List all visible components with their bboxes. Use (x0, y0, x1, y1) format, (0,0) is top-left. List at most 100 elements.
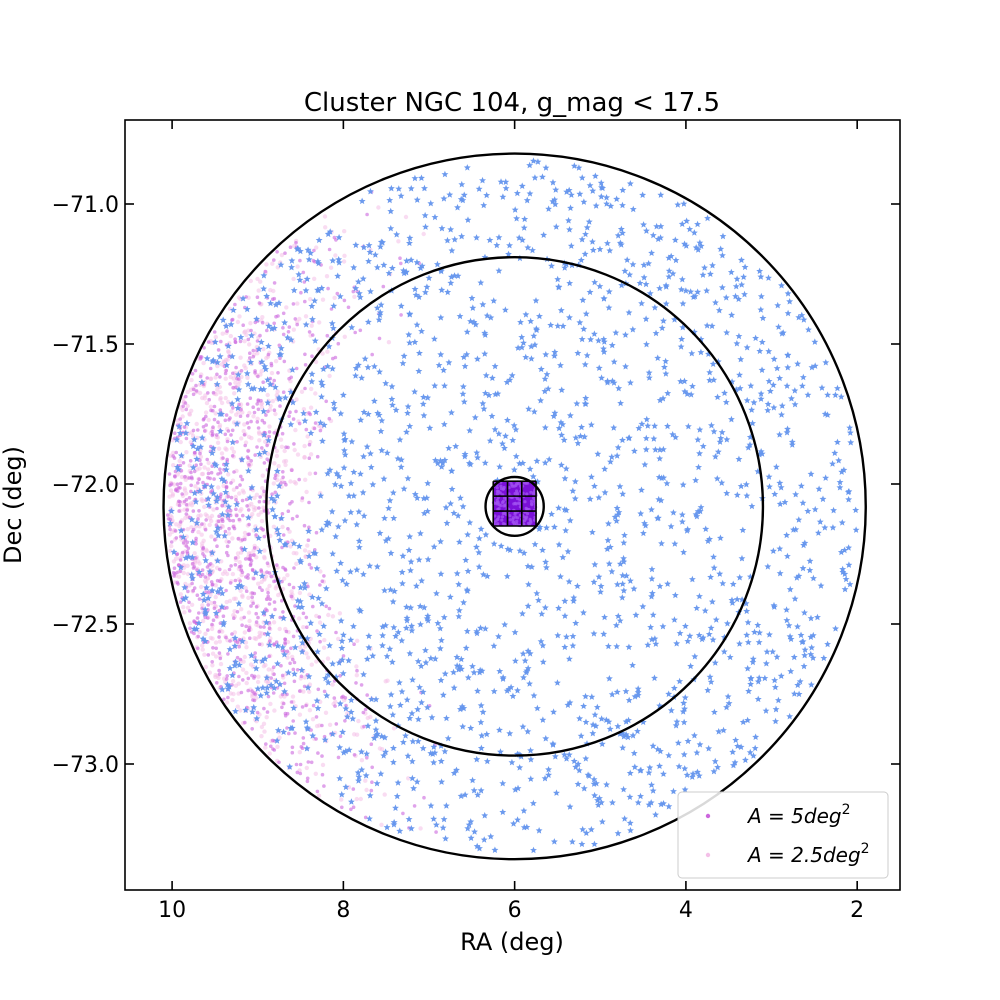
data-point (262, 625, 266, 629)
data-point (407, 604, 415, 611)
data-point (366, 792, 374, 799)
data-point (228, 400, 236, 407)
data-point (342, 334, 347, 339)
data-point (357, 416, 365, 423)
data-point (657, 747, 664, 755)
data-point (511, 628, 519, 636)
data-point (289, 366, 296, 373)
data-point (239, 607, 244, 612)
data-point (243, 640, 249, 645)
data-point (369, 481, 377, 488)
data-point (202, 556, 210, 564)
data-point (222, 466, 230, 473)
data-point (209, 408, 213, 413)
data-point (185, 508, 189, 512)
data-point (314, 704, 322, 712)
data-point (765, 473, 773, 480)
data-point (499, 674, 507, 681)
data-point (482, 371, 490, 379)
data-point (221, 532, 229, 539)
data-point (224, 368, 228, 373)
data-point (791, 400, 799, 408)
data-point (177, 509, 181, 513)
data-point (195, 619, 203, 627)
data-point (616, 617, 624, 624)
data-point (265, 392, 270, 398)
data-point (364, 722, 372, 729)
data-point (332, 295, 337, 300)
data-point (303, 363, 308, 367)
data-point (736, 384, 744, 392)
data-point (809, 654, 817, 661)
data-point (365, 715, 370, 721)
data-point (185, 563, 190, 568)
data-point (612, 621, 620, 629)
data-point (190, 436, 198, 443)
data-point (352, 372, 359, 379)
data-point (588, 693, 596, 700)
data-point (291, 276, 296, 282)
data-point (246, 595, 251, 600)
data-point (631, 447, 638, 454)
data-point (418, 327, 425, 335)
data-point (184, 534, 189, 539)
data-point (314, 737, 318, 741)
data-point (201, 360, 206, 366)
data-point (236, 382, 241, 387)
data-point (265, 561, 270, 565)
data-point (232, 526, 237, 531)
data-point (356, 543, 363, 551)
data-point (336, 700, 344, 707)
data-point (189, 602, 195, 607)
data-point (405, 815, 413, 823)
data-point (747, 382, 755, 389)
data-point (516, 764, 524, 771)
data-point (295, 301, 300, 306)
data-point (273, 476, 277, 481)
data-point (381, 734, 389, 741)
data-point (459, 723, 467, 730)
data-point (332, 533, 340, 540)
data-point (223, 529, 228, 534)
data-point (336, 744, 344, 751)
data-point (490, 642, 498, 649)
data-point (291, 719, 296, 723)
data-point (660, 800, 667, 807)
legend-label: A = 5deg2 (746, 802, 851, 828)
data-point (309, 386, 314, 392)
data-point (496, 463, 504, 470)
data-point (247, 628, 251, 633)
data-point (269, 506, 276, 513)
data-point (250, 673, 254, 678)
data-point (185, 403, 190, 409)
data-point (527, 756, 535, 763)
data-point (656, 284, 664, 292)
data-point (204, 423, 208, 427)
data-point (324, 230, 332, 238)
data-point (709, 360, 717, 367)
data-point (463, 586, 471, 593)
data-point (829, 524, 837, 531)
data-point (237, 333, 245, 341)
data-point (694, 246, 702, 253)
data-point (399, 313, 403, 317)
data-point (424, 555, 432, 563)
data-point (230, 571, 236, 577)
data-point (239, 369, 244, 373)
data-point (297, 616, 302, 621)
data-point (301, 689, 306, 694)
data-point (217, 585, 225, 592)
data-point (206, 340, 211, 344)
data-point (189, 442, 197, 450)
data-point (764, 406, 772, 414)
data-point (311, 703, 316, 708)
data-point (267, 602, 272, 606)
data-point (235, 376, 239, 381)
data-point (619, 436, 626, 444)
data-point (193, 524, 199, 529)
data-point (427, 654, 435, 662)
data-point (524, 728, 532, 735)
data-point (629, 260, 637, 268)
data-point (203, 631, 208, 636)
data-point (256, 674, 261, 679)
